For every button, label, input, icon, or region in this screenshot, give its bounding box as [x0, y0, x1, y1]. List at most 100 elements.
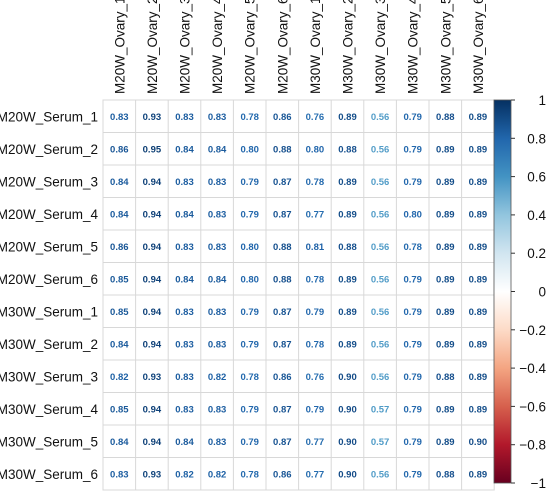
row-label: M30W_Serum_2: [0, 337, 98, 352]
cell-value: 0.79: [240, 339, 259, 350]
cell-value: 0.79: [240, 404, 259, 415]
cell-value: 0.83: [110, 112, 129, 123]
colorbar-tick-label: 0.2: [527, 246, 546, 261]
cell-value: 0.83: [208, 404, 227, 415]
cell-value: 0.79: [403, 144, 422, 155]
cell-value: 0.89: [338, 274, 357, 285]
cell-value: 0.83: [175, 177, 194, 188]
cell-value: 0.79: [403, 469, 422, 480]
row-label: M30W_Serum_3: [0, 369, 98, 384]
cell-value: 0.77: [306, 437, 325, 448]
column-labels: M20W_Ovary_1 M20W_Ovary_2 M20W_Ovary_3 M20W…: [112, 0, 486, 94]
cell-value: 0.94: [143, 177, 162, 188]
cell-value: 0.80: [240, 242, 259, 253]
cell-value: 0.89: [338, 112, 357, 123]
cell-value: 0.89: [469, 112, 488, 123]
cell-value: 0.89: [436, 339, 455, 350]
row-label: M20W_Serum_6: [0, 272, 98, 287]
colorbar-tick-label: −0.2: [519, 323, 546, 338]
cell-value: 0.84: [110, 437, 129, 448]
cell-value: 0.88: [338, 242, 357, 253]
cell-value: 0.89: [436, 242, 455, 253]
cell-value: 0.85: [110, 274, 129, 285]
row-label: M30W_Serum_5: [0, 434, 98, 449]
cell-value: 0.56: [371, 209, 390, 220]
cell-value: 0.89: [469, 469, 488, 480]
cell-value: 0.93: [143, 372, 162, 383]
row-label: M20W_Serum_3: [0, 174, 98, 189]
cell-value: 0.56: [371, 469, 390, 480]
cell-value: 0.89: [469, 177, 488, 188]
colorbar-tick-label: 0: [538, 285, 546, 300]
cell-value: 0.80: [403, 209, 422, 220]
cell-value: 0.84: [175, 209, 194, 220]
cell-value: 0.78: [240, 469, 259, 480]
colorbar-tick-label: −0.8: [519, 438, 546, 453]
cell-value: 0.79: [403, 372, 422, 383]
cell-value: 0.93: [143, 112, 162, 123]
cell-value: 0.89: [338, 209, 357, 220]
cell-value: 0.90: [338, 469, 357, 480]
cell-value: 0.89: [436, 177, 455, 188]
cell-value: 0.79: [240, 177, 259, 188]
cell-value: 0.78: [306, 274, 325, 285]
cell-value: 0.89: [469, 274, 488, 285]
column-label: M30W_Ovary_2: [341, 0, 356, 94]
row-label: M20W_Serum_4: [0, 207, 98, 222]
column-label: M30W_Ovary_4: [406, 0, 421, 94]
cell-value: 0.84: [175, 144, 194, 155]
cell-value: 0.78: [240, 372, 259, 383]
column-label: M20W_Ovary_5: [243, 0, 258, 94]
cell-value: 0.76: [306, 112, 325, 123]
cell-value: 0.87: [273, 307, 292, 318]
cell-value: 0.89: [469, 242, 488, 253]
cell-value: 0.89: [469, 404, 488, 415]
cell-value: 0.79: [240, 307, 259, 318]
row-labels: M20W_Serum_1 M20W_Serum_2 M20W_Serum_3 M20W…: [0, 109, 98, 482]
cell-value: 0.83: [208, 339, 227, 350]
cell-value: 0.89: [338, 177, 357, 188]
cell-value: 0.87: [273, 339, 292, 350]
cell-value: 0.57: [371, 437, 390, 448]
cell-value: 0.87: [273, 437, 292, 448]
cell-value: 0.83: [208, 242, 227, 253]
cell-value: 0.89: [469, 372, 488, 383]
cell-value: 0.83: [208, 177, 227, 188]
column-label: M30W_Ovary_1: [308, 0, 323, 94]
cell-value: 0.56: [371, 274, 390, 285]
cell-value: 0.83: [175, 242, 194, 253]
colorbar-tick-label: −1: [531, 476, 546, 491]
column-label: M20W_Ovary_1: [112, 0, 127, 94]
column-label: M20W_Ovary_4: [210, 0, 225, 94]
cell-value: 0.77: [306, 469, 325, 480]
cell-value: 0.95: [143, 144, 162, 155]
cell-value: 0.86: [273, 112, 292, 123]
cell-value: 0.90: [338, 372, 357, 383]
row-label: M20W_Serum_5: [0, 239, 98, 254]
cell-value: 0.81: [306, 242, 325, 253]
cell-value: 0.56: [371, 177, 390, 188]
cell-value: 0.94: [143, 307, 162, 318]
cell-value: 0.89: [469, 339, 488, 350]
cell-value: 0.80: [306, 144, 325, 155]
cell-value: 0.90: [338, 437, 357, 448]
cell-value: 0.86: [110, 144, 129, 155]
cell-value: 0.89: [436, 274, 455, 285]
cell-value: 0.78: [306, 177, 325, 188]
cell-value: 0.56: [371, 112, 390, 123]
cell-value: 0.56: [371, 144, 390, 155]
cell-value: 0.90: [338, 404, 357, 415]
colorbar-tick-label: 1: [538, 93, 546, 108]
cell-value: 0.83: [175, 112, 194, 123]
cell-value: 0.86: [110, 242, 129, 253]
cell-value: 0.89: [436, 437, 455, 448]
column-label: M20W_Ovary_2: [145, 0, 160, 94]
cell-value: 0.85: [110, 404, 129, 415]
cell-value: 0.89: [469, 307, 488, 318]
cell-value: 0.79: [403, 404, 422, 415]
cell-value: 0.79: [240, 209, 259, 220]
cell-value: 0.89: [338, 307, 357, 318]
column-label: M20W_Ovary_6: [275, 0, 290, 94]
cell-value: 0.78: [240, 112, 259, 123]
